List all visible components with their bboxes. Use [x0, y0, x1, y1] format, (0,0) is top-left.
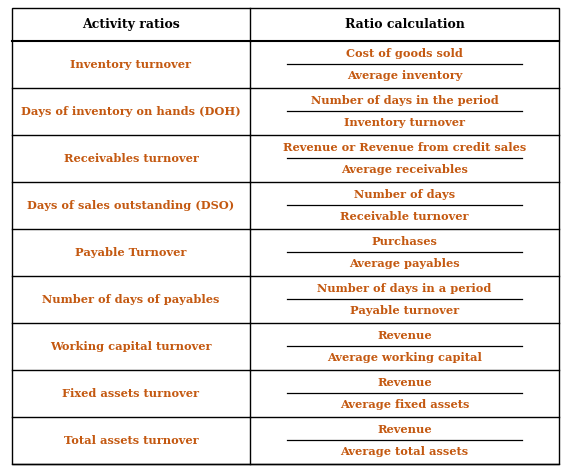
Text: Average inventory: Average inventory	[347, 70, 462, 81]
Text: Total assets turnover: Total assets turnover	[63, 435, 198, 446]
Text: Inventory turnover: Inventory turnover	[70, 59, 191, 70]
Text: Number of days in a period: Number of days in a period	[317, 283, 492, 294]
Text: Ratio calculation: Ratio calculation	[344, 18, 464, 31]
Text: Purchases: Purchases	[372, 236, 437, 247]
Text: Number of days: Number of days	[354, 189, 455, 200]
Text: Revenue: Revenue	[377, 377, 432, 388]
Text: Payable Turnover: Payable Turnover	[75, 247, 187, 258]
Text: Number of days in the period: Number of days in the period	[311, 95, 498, 106]
Text: Receivable turnover: Receivable turnover	[340, 211, 469, 222]
Text: Working capital turnover: Working capital turnover	[50, 341, 212, 352]
Text: Revenue or Revenue from credit sales: Revenue or Revenue from credit sales	[283, 142, 526, 153]
Text: Receivables turnover: Receivables turnover	[63, 153, 198, 164]
Text: Days of inventory on hands (DOH): Days of inventory on hands (DOH)	[21, 106, 241, 117]
Text: Inventory turnover: Inventory turnover	[344, 117, 465, 128]
Text: Activity ratios: Activity ratios	[82, 18, 180, 31]
Text: Number of days of payables: Number of days of payables	[42, 294, 220, 305]
Text: Revenue: Revenue	[377, 330, 432, 341]
Text: Average working capital: Average working capital	[327, 352, 482, 363]
Text: Days of sales outstanding (DSO): Days of sales outstanding (DSO)	[27, 200, 235, 211]
Text: Cost of goods sold: Cost of goods sold	[346, 48, 463, 59]
Text: Revenue: Revenue	[377, 424, 432, 435]
Text: Average total assets: Average total assets	[340, 446, 469, 457]
Text: Average receivables: Average receivables	[341, 164, 468, 175]
Text: Average fixed assets: Average fixed assets	[340, 399, 469, 410]
Text: Payable turnover: Payable turnover	[350, 305, 459, 316]
Text: Fixed assets turnover: Fixed assets turnover	[62, 388, 199, 399]
Text: Average payables: Average payables	[349, 258, 460, 269]
